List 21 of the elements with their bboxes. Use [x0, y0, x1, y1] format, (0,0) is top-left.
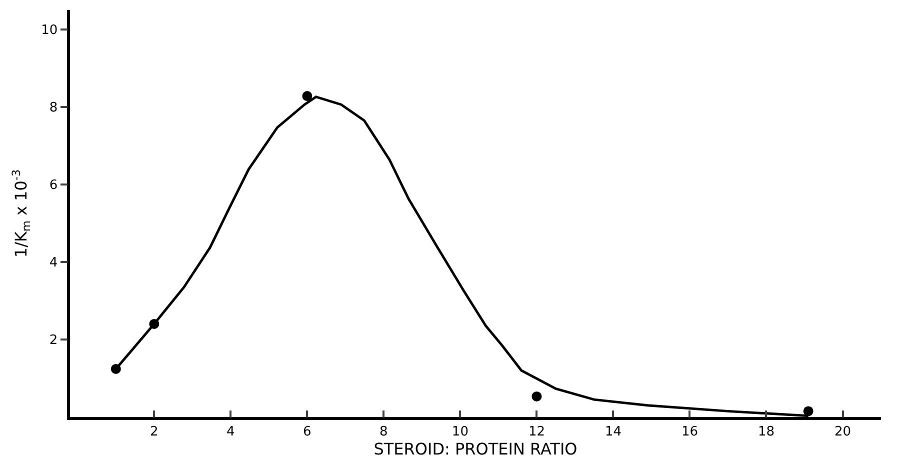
point [110, 364, 121, 374]
x-tick-label: 8 [380, 424, 388, 440]
x-tick-label: 14 [604, 424, 622, 440]
point [532, 391, 542, 402]
x-axis-title: STEROID: PROTEIN RATIO [374, 439, 578, 458]
x-tick-label: 2 [150, 424, 158, 440]
x-tick-label: 4 [226, 424, 235, 440]
x-tick-label: 10 [452, 424, 468, 440]
x-tick-label: 12 [528, 424, 545, 440]
y-tick-label: 2 [49, 333, 58, 348]
y-tick-label: 8 [49, 100, 58, 116]
x-tick-label: 6 [303, 424, 312, 440]
y-tick-label: 10 [41, 22, 58, 38]
x-tick-label: 16 [681, 424, 698, 440]
point [302, 91, 312, 102]
y-tick-label: 6 [49, 178, 58, 193]
point [803, 406, 814, 416]
y-tick-label: 4 [49, 256, 58, 270]
x-tick-label: 20 [834, 424, 852, 440]
x-tick-label: 18 [758, 424, 775, 440]
point [149, 318, 160, 329]
